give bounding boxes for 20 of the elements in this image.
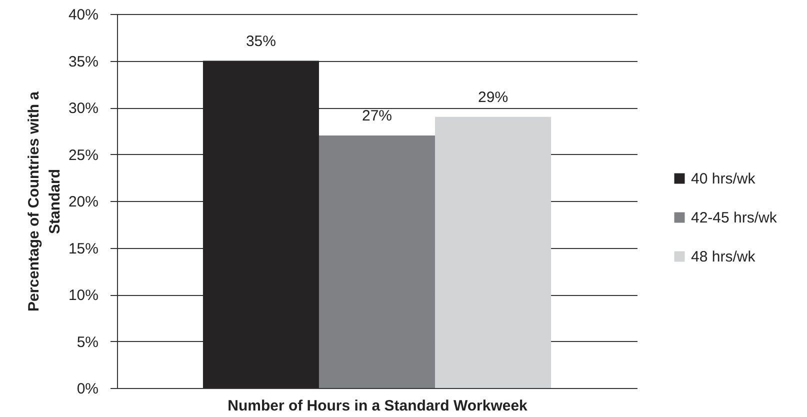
- y-tick-label: 15%: [68, 240, 98, 258]
- y-tick-label: 0%: [76, 380, 98, 398]
- y-tick-label: 25%: [68, 146, 98, 164]
- legend-label: 40 hrs/wk: [691, 170, 756, 188]
- y-axis-title: Percentage of Countries with a Standard: [25, 90, 64, 312]
- y-tick-label: 40%: [68, 6, 98, 24]
- y-tick-label: 10%: [68, 287, 98, 304]
- bar: [318, 136, 436, 388]
- legend-label: 42-45 hrs/wk: [691, 210, 778, 226]
- y-tick-label: 20%: [68, 194, 98, 210]
- data-label: 35%: [246, 32, 276, 50]
- y-tick-label: 35%: [68, 53, 98, 70]
- data-label: 29%: [478, 88, 508, 106]
- legend-label: 48 hrs/wk: [691, 248, 756, 266]
- y-tick-label: 30%: [68, 100, 98, 117]
- y-tick-label: 5%: [76, 334, 98, 351]
- bar: [202, 60, 319, 388]
- x-axis-title: Number of Hours in a Standard Workweek: [228, 398, 528, 414]
- bar: [435, 116, 552, 388]
- data-label: 27%: [362, 108, 392, 125]
